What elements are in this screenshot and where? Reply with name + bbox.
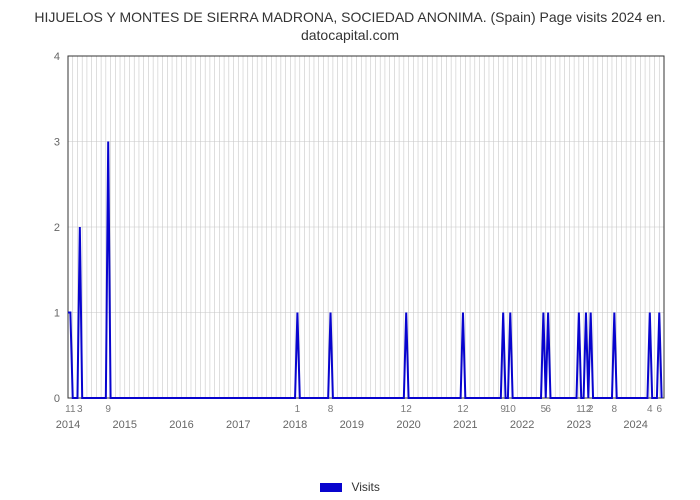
svg-text:2022: 2022 bbox=[510, 419, 534, 431]
legend-label: Visits bbox=[351, 480, 379, 494]
svg-text:2024: 2024 bbox=[623, 419, 647, 431]
svg-text:2017: 2017 bbox=[226, 419, 250, 431]
title-line-2: datocapital.com bbox=[301, 27, 399, 43]
svg-text:2023: 2023 bbox=[567, 419, 591, 431]
svg-text:2: 2 bbox=[588, 404, 594, 415]
svg-text:4: 4 bbox=[54, 51, 60, 63]
svg-text:11: 11 bbox=[65, 404, 76, 415]
svg-text:4: 4 bbox=[647, 404, 653, 415]
chart-plot-area: 0123420142015201620172018201920202021202… bbox=[40, 50, 670, 440]
svg-text:0: 0 bbox=[54, 393, 60, 405]
svg-text:6: 6 bbox=[545, 404, 551, 415]
svg-text:10: 10 bbox=[505, 404, 517, 415]
svg-text:12: 12 bbox=[401, 404, 413, 415]
svg-text:3: 3 bbox=[54, 137, 60, 149]
svg-text:3: 3 bbox=[77, 404, 83, 415]
svg-text:9: 9 bbox=[105, 404, 111, 415]
svg-text:2018: 2018 bbox=[283, 419, 307, 431]
chart-svg: 0123420142015201620172018201920202021202… bbox=[40, 50, 670, 440]
title-line-1: HIJUELOS Y MONTES DE SIERRA MADRONA, SOC… bbox=[34, 9, 665, 25]
chart-legend: Visits bbox=[0, 480, 700, 494]
svg-text:2015: 2015 bbox=[113, 419, 137, 431]
svg-text:2: 2 bbox=[54, 222, 60, 234]
legend-swatch bbox=[320, 483, 342, 492]
svg-text:2019: 2019 bbox=[340, 419, 364, 431]
svg-text:2021: 2021 bbox=[453, 419, 477, 431]
svg-text:2014: 2014 bbox=[56, 419, 80, 431]
chart-container: HIJUELOS Y MONTES DE SIERRA MADRONA, SOC… bbox=[0, 0, 700, 500]
svg-text:8: 8 bbox=[328, 404, 334, 415]
svg-text:1: 1 bbox=[54, 308, 60, 320]
svg-text:12: 12 bbox=[457, 404, 469, 415]
svg-text:2020: 2020 bbox=[396, 419, 420, 431]
svg-text:6: 6 bbox=[656, 404, 662, 415]
svg-text:2016: 2016 bbox=[169, 419, 193, 431]
svg-text:8: 8 bbox=[612, 404, 618, 415]
chart-title: HIJUELOS Y MONTES DE SIERRA MADRONA, SOC… bbox=[0, 0, 700, 44]
svg-text:1: 1 bbox=[295, 404, 301, 415]
